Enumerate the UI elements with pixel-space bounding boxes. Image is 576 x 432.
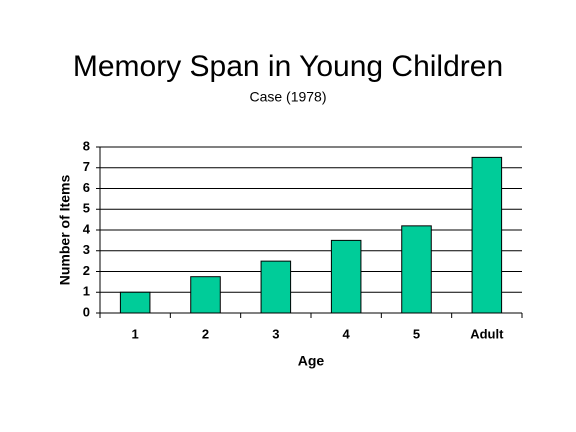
y-tick-label: 2 (83, 263, 90, 278)
x-tick-label: 4 (343, 326, 351, 341)
y-tick-label: 1 (83, 284, 90, 299)
bar (190, 276, 221, 314)
bar (330, 239, 362, 314)
y-tick-label: 3 (83, 242, 90, 257)
x-tick-label: 3 (272, 326, 279, 341)
chart-title: Memory Span in Young Children (73, 50, 503, 83)
y-tick-label: 7 (83, 159, 90, 174)
y-tick-label: 4 (83, 221, 91, 236)
y-tick-label: 5 (83, 201, 90, 216)
x-tick-label: Adult (470, 326, 504, 341)
x-tick-label: 2 (202, 326, 209, 341)
bar (471, 156, 503, 314)
chart-subtitle: Case (1978) (249, 89, 326, 105)
x-tick-label: 5 (413, 326, 420, 341)
x-axis-label: Age (298, 353, 325, 369)
y-tick-label: 6 (83, 180, 90, 195)
bar (119, 291, 151, 314)
y-tick-label: 0 (83, 304, 90, 319)
y-axis-label: Number of Items (57, 175, 73, 286)
y-tick-label: 8 (83, 138, 90, 153)
x-tick-label: 1 (132, 326, 139, 341)
bar (401, 225, 432, 314)
bar (260, 260, 292, 314)
